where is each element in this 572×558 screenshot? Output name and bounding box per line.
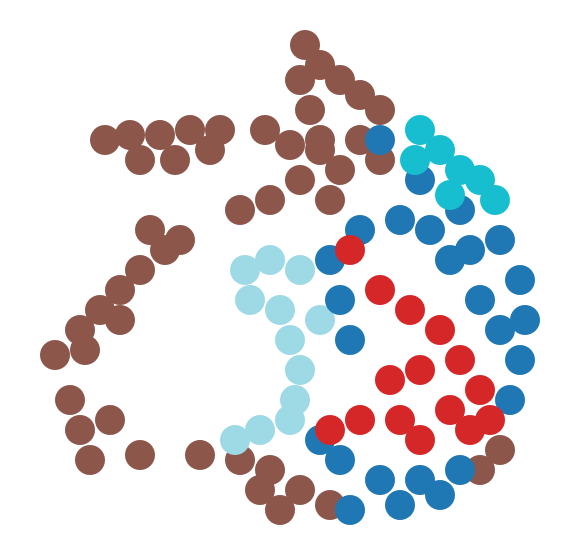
point (335, 325, 365, 355)
point (365, 465, 395, 495)
point (295, 95, 325, 125)
point (485, 315, 515, 345)
point (485, 225, 515, 255)
point (285, 355, 315, 385)
point (400, 145, 430, 175)
point (405, 115, 435, 145)
point (335, 495, 365, 525)
point (325, 445, 355, 475)
point (55, 385, 85, 415)
point (245, 415, 275, 445)
point (505, 345, 535, 375)
point (90, 125, 120, 155)
point (385, 405, 415, 435)
point (315, 415, 345, 445)
point (185, 440, 215, 470)
point (115, 120, 145, 150)
point (250, 115, 280, 145)
point (435, 395, 465, 425)
point (435, 245, 465, 275)
point (365, 125, 395, 155)
point (245, 475, 275, 505)
point (405, 425, 435, 455)
point (95, 405, 125, 435)
point (455, 415, 485, 445)
point (285, 475, 315, 505)
point (345, 405, 375, 435)
point (465, 375, 495, 405)
point (160, 145, 190, 175)
point (165, 225, 195, 255)
point (285, 165, 315, 195)
point (315, 185, 345, 215)
point (275, 405, 305, 435)
point (435, 180, 465, 210)
point (40, 340, 70, 370)
point (335, 235, 365, 265)
point (225, 195, 255, 225)
point (75, 445, 105, 475)
point (145, 120, 175, 150)
point (385, 205, 415, 235)
point (510, 305, 540, 335)
point (415, 215, 445, 245)
point (70, 335, 100, 365)
point (195, 135, 225, 165)
point (325, 155, 355, 185)
point (65, 415, 95, 445)
point (285, 65, 315, 95)
point (235, 285, 265, 315)
point (445, 455, 475, 485)
point (125, 255, 155, 285)
point (495, 385, 525, 415)
point (265, 495, 295, 525)
point (480, 185, 510, 215)
point (385, 490, 415, 520)
point (325, 285, 355, 315)
point (285, 255, 315, 285)
point (220, 425, 250, 455)
point (255, 185, 285, 215)
point (365, 275, 395, 305)
point (445, 345, 475, 375)
point (175, 115, 205, 145)
point (230, 255, 260, 285)
point (405, 355, 435, 385)
point (275, 325, 305, 355)
point (105, 275, 135, 305)
point (125, 440, 155, 470)
point (265, 295, 295, 325)
point (125, 145, 155, 175)
point (505, 265, 535, 295)
point (105, 305, 135, 335)
point (375, 365, 405, 395)
point (275, 130, 305, 160)
point (255, 245, 285, 275)
point (365, 95, 395, 125)
point (305, 305, 335, 335)
point (465, 285, 495, 315)
point (485, 435, 515, 465)
point (425, 315, 455, 345)
point (425, 135, 455, 165)
point (395, 295, 425, 325)
point (425, 480, 455, 510)
point (305, 135, 335, 165)
